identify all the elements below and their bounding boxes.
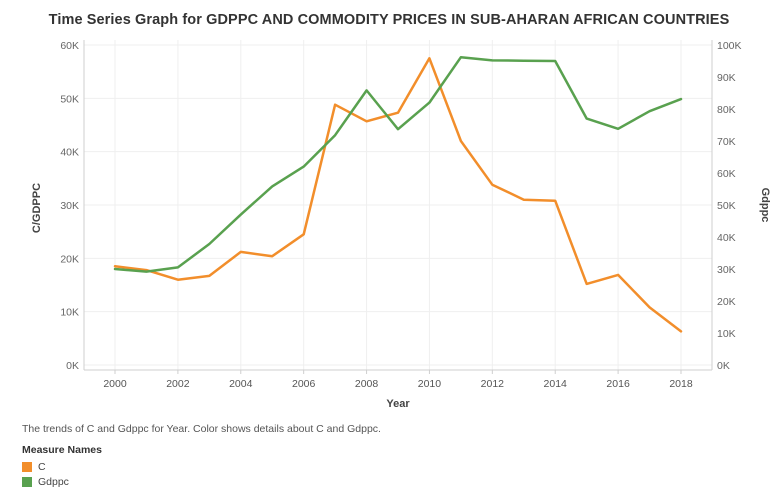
series-line-c (113, 57, 683, 333)
legend-title: Measure Names (22, 444, 102, 456)
y-right-tick-label: 90K (717, 72, 736, 84)
x-tick-label: 2010 (418, 378, 442, 390)
legend-item-c[interactable]: C (22, 459, 102, 474)
x-axis-label: Year (386, 398, 410, 410)
x-tick-label: 2000 (103, 378, 127, 390)
axis-layer: 2000 2002 2004 2006 2008 2010 2012 2014 2016 2018… (60, 40, 742, 390)
x-tick-label: 2006 (292, 378, 316, 390)
legend-label-gdppc: Gdppc (38, 475, 69, 488)
legend-swatch-c (22, 461, 32, 472)
x-tick-label: 2012 (481, 378, 505, 390)
y-right-tick-label: 30K (717, 264, 736, 276)
y-left-tick-label: 60K (60, 40, 79, 52)
y-right-tick-label: 10K (717, 328, 736, 340)
x-tick-label: 2014 (544, 378, 568, 390)
y-right-tick-label: 40K (717, 232, 736, 244)
legend-item-gdppc[interactable]: Gdppc (22, 474, 102, 489)
y-right-tick-label: 20K (717, 296, 736, 308)
chart-svg: 2000 2002 2004 2006 2008 2010 2012 2014 2016 2018… (31, 40, 771, 410)
grid-layer (84, 40, 712, 370)
chart-title: Time Series Graph for GDPPC AND COMMODIT… (48, 12, 730, 28)
series-line-gdppc (113, 55, 683, 273)
y-right-tick-label: 50K (717, 200, 736, 212)
y-left-tick-label: 30K (60, 200, 79, 212)
y-left-axis-label: C/GDPPC (31, 183, 43, 233)
y-right-tick-label: 100K (717, 40, 742, 52)
x-tick-label: 2016 (606, 378, 630, 390)
x-tick-label: 2002 (166, 378, 190, 390)
y-left-tick-label: 10K (60, 307, 79, 319)
x-tick-label: 2008 (355, 378, 379, 390)
legend-swatch-gdppc (22, 476, 32, 487)
y-left-tick-label: 0K (66, 360, 79, 372)
y-right-tick-label: 70K (717, 136, 736, 148)
legend-label-c: C (38, 460, 46, 473)
y-left-tick-label: 20K (60, 253, 79, 265)
x-tick-label: 2018 (669, 378, 693, 390)
y-right-tick-label: 0K (717, 360, 730, 372)
y-right-tick-label: 80K (717, 104, 736, 116)
legend: Measure Names C Gdppc (22, 444, 102, 489)
y-left-tick-label: 50K (60, 93, 79, 105)
series-layer (113, 55, 683, 333)
y-left-tick-label: 40K (60, 147, 79, 159)
x-tick-label: 2004 (229, 378, 253, 390)
y-right-tick-label: 60K (717, 168, 736, 180)
y-right-axis-label: Gdppc (759, 188, 771, 223)
chart-caption: The trends of C and Gdppc for Year. Colo… (22, 423, 381, 435)
